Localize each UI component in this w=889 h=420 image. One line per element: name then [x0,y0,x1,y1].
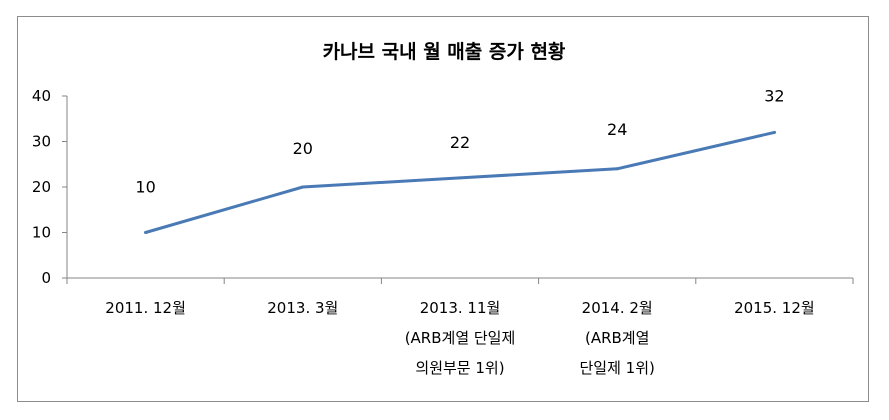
x-category-label: 2013. 3월 [267,299,338,317]
data-label: 20 [293,139,313,158]
data-label: 10 [135,178,155,197]
x-category-label: 단일제 1위) [580,359,655,377]
data-point [301,185,305,189]
x-category-label: (ARB계열 [585,329,649,347]
chart-title: 카나브 국내 월 매출 증가 현황 [323,40,566,63]
y-tick-label: 30 [32,133,51,151]
x-category-label: 2015. 12월 [734,299,815,317]
series-marks: 10 20 22 24 32 [135,86,785,234]
y-tick-label: 0 [41,269,51,287]
x-category-label: 2011. 12월 [105,299,186,317]
y-tick-label: 40 [32,87,51,105]
data-label: 32 [764,86,784,105]
data-label: 22 [450,133,470,152]
x-category-label: 의원부문 1위) [415,359,504,377]
data-point [615,167,619,171]
data-point [772,130,776,134]
y-tick-label: 20 [32,178,51,196]
x-category-label: 2013. 11월 [420,299,501,317]
data-point [458,176,462,180]
x-category-label: (ARB계열 단일제 [405,329,516,347]
data-label: 24 [607,120,627,139]
x-category-label: 2014. 2월 [582,299,653,317]
axes: 0 10 20 30 40 2011. 12월 2013. 3월 2013. 11월 (ARB계… [32,87,854,377]
chart-frame [17,16,869,402]
y-tick-label: 10 [32,224,51,242]
data-point [144,231,148,234]
